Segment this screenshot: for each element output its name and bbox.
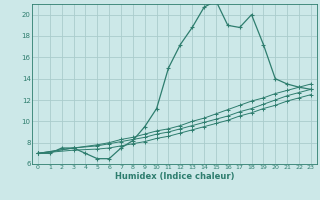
X-axis label: Humidex (Indice chaleur): Humidex (Indice chaleur) <box>115 172 234 181</box>
